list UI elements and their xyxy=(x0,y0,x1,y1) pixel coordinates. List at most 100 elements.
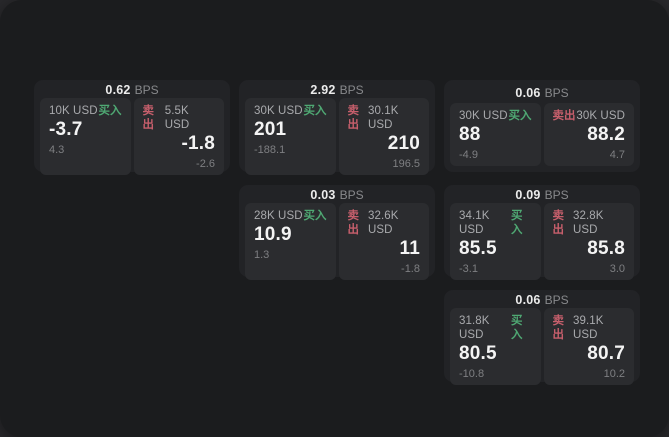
bps-value: 0.62 xyxy=(105,83,131,97)
sell-panel[interactable]: 卖出 32.8K USD 85.8 3.0 xyxy=(543,203,634,280)
buy-delta-value: 4.3 xyxy=(49,144,65,156)
sell-badge: 卖出 xyxy=(347,210,360,236)
buy-price-value: 10.9 xyxy=(254,224,292,245)
spread-card[interactable]: 0.09 BPS 34.1K USD 买入 85.5 -3.1 卖出 32.8K… xyxy=(444,185,640,280)
sell-delta-value: 4.7 xyxy=(609,149,625,161)
sell-badge: 卖出 xyxy=(552,110,576,122)
panels: 10K USD 买入 -3.7 4.3 卖出 5.5K USD -1.8 -2.… xyxy=(34,97,230,181)
buy-badge: 买入 xyxy=(508,110,532,122)
bps-value: 0.06 xyxy=(515,293,541,307)
sell-price-value: 85.8 xyxy=(587,238,625,259)
buy-price-value: -3.7 xyxy=(49,119,83,140)
panels: 31.8K USD 买入 80.5 -10.8 卖出 39.1K USD 80.… xyxy=(444,307,640,391)
bps-suffix-label: BPS xyxy=(339,83,364,97)
buy-badge: 买入 xyxy=(303,105,327,117)
card-header: 0.03 BPS xyxy=(239,185,435,202)
sell-delta-value: 196.5 xyxy=(392,158,420,170)
sell-panel-top: 卖出 39.1K USD xyxy=(553,314,626,342)
sell-amount-label: 32.8K USD xyxy=(572,210,604,236)
bps-value: 0.03 xyxy=(310,188,336,202)
buy-panel[interactable]: 31.8K USD 买入 80.5 -10.8 xyxy=(450,308,541,385)
sell-badge: 卖出 xyxy=(552,210,565,236)
bps-suffix-label: BPS xyxy=(544,188,569,202)
buy-panel[interactable]: 30K USD 买入 201 -188.1 xyxy=(245,98,336,175)
buy-panel-top: 28K USD 买入 xyxy=(254,209,327,223)
buy-panel-top: 34.1K USD 买入 xyxy=(459,209,532,237)
bps-suffix-label: BPS xyxy=(544,85,569,100)
buy-amount-label: 10K USD xyxy=(49,105,98,117)
buy-delta-value: 1.3 xyxy=(254,249,270,261)
bps-value: 0.06 xyxy=(515,85,541,100)
sell-panel-top: 卖出 32.8K USD xyxy=(553,209,626,237)
buy-amount-label: 30K USD xyxy=(459,110,508,122)
panels: 28K USD 买入 10.9 1.3 卖出 32.6K USD 11 -1.8 xyxy=(239,202,435,286)
spread-card[interactable]: 0.06 BPS 31.8K USD 买入 80.5 -10.8 卖出 39.1… xyxy=(444,290,640,385)
card-header: 2.92 BPS xyxy=(239,80,435,97)
buy-panel[interactable]: 30K USD 买入 88 -4.9 xyxy=(450,103,541,166)
buy-panel-top: 31.8K USD 买入 xyxy=(459,314,532,342)
buy-price-value: 88 xyxy=(459,124,481,145)
cards-grid: 0.62 BPS 10K USD 买入 -3.7 4.3 卖出 5.5K USD… xyxy=(34,80,640,385)
buy-panel[interactable]: 28K USD 买入 10.9 1.3 xyxy=(245,203,336,280)
buy-amount-label: 28K USD xyxy=(254,210,303,222)
sell-panel[interactable]: 卖出 30.1K USD 210 196.5 xyxy=(338,98,429,175)
panels: 30K USD 买入 88 -4.9 卖出 30K USD 88.2 4.7 xyxy=(444,102,640,172)
sell-panel-top: 卖出 30K USD xyxy=(553,109,626,123)
sell-panel[interactable]: 卖出 32.6K USD 11 -1.8 xyxy=(338,203,429,280)
sell-delta-value: -1.8 xyxy=(401,263,420,275)
buy-badge: 买入 xyxy=(511,210,523,236)
sell-amount-label: 30K USD xyxy=(576,110,625,122)
buy-badge: 买入 xyxy=(303,210,327,222)
sell-price-value: 210 xyxy=(387,133,420,154)
sell-price-value: 88.2 xyxy=(587,124,625,145)
buy-price-value: 80.5 xyxy=(459,343,497,364)
spread-card[interactable]: 0.06 BPS 30K USD 买入 88 -4.9 卖出 30K USD 8… xyxy=(444,80,640,172)
card-header: 0.09 BPS xyxy=(444,185,640,202)
spread-card[interactable]: 0.03 BPS 28K USD 买入 10.9 1.3 卖出 32.6K US… xyxy=(239,185,435,280)
sell-panel[interactable]: 卖出 39.1K USD 80.7 10.2 xyxy=(543,308,634,385)
card-header: 0.62 BPS xyxy=(34,80,230,97)
buy-panel[interactable]: 10K USD 买入 -3.7 4.3 xyxy=(40,98,131,175)
buy-delta-value: -4.9 xyxy=(459,149,478,161)
sell-badge: 卖出 xyxy=(347,105,360,131)
buy-badge: 买入 xyxy=(511,315,523,341)
buy-price-value: 201 xyxy=(254,119,287,140)
sell-amount-label: 39.1K USD xyxy=(572,315,604,341)
sell-delta-value: 3.0 xyxy=(609,263,625,275)
sell-price-value: 11 xyxy=(399,238,420,259)
buy-delta-value: -3.1 xyxy=(459,263,478,275)
sell-price-value: 80.7 xyxy=(587,343,625,364)
buy-delta-value: -10.8 xyxy=(459,368,485,380)
sell-amount-label: 5.5K USD xyxy=(164,105,190,131)
spread-card[interactable]: 2.92 BPS 30K USD 买入 201 -188.1 卖出 30.1K … xyxy=(239,80,435,175)
panels: 30K USD 买入 201 -188.1 卖出 30.1K USD 210 1… xyxy=(239,97,435,181)
buy-panel-top: 30K USD 买入 xyxy=(459,109,532,123)
bps-value: 2.92 xyxy=(310,83,336,97)
sell-badge: 卖出 xyxy=(552,315,565,341)
card-column: 0.62 BPS 10K USD 买入 -3.7 4.3 卖出 5.5K USD… xyxy=(34,80,230,382)
sell-delta-value: -2.6 xyxy=(196,158,215,170)
buy-amount-label: 31.8K USD xyxy=(459,315,490,341)
card-header: 0.06 BPS xyxy=(444,80,640,102)
buy-panel-top: 10K USD 买入 xyxy=(49,104,122,118)
buy-panel[interactable]: 34.1K USD 买入 85.5 -3.1 xyxy=(450,203,541,280)
bps-value: 0.09 xyxy=(515,188,541,202)
bps-suffix-label: BPS xyxy=(134,83,159,97)
bps-suffix-label: BPS xyxy=(339,188,364,202)
spread-card[interactable]: 0.62 BPS 10K USD 买入 -3.7 4.3 卖出 5.5K USD… xyxy=(34,80,230,175)
sell-amount-label: 32.6K USD xyxy=(367,210,399,236)
buy-delta-value: -188.1 xyxy=(254,144,286,156)
buy-panel-top: 30K USD 买入 xyxy=(254,104,327,118)
card-column: 2.92 BPS 30K USD 买入 201 -188.1 卖出 30.1K … xyxy=(239,80,435,382)
sell-delta-value: 10.2 xyxy=(603,368,625,380)
sell-panel-top: 卖出 30.1K USD xyxy=(348,104,421,132)
sell-badge: 卖出 xyxy=(142,105,155,131)
sell-price-value: -1.8 xyxy=(181,133,215,154)
card-column: 0.06 BPS 30K USD 买入 88 -4.9 卖出 30K USD 8… xyxy=(444,80,640,385)
sell-panel[interactable]: 卖出 5.5K USD -1.8 -2.6 xyxy=(133,98,224,175)
sell-panel-top: 卖出 5.5K USD xyxy=(143,104,216,132)
buy-price-value: 85.5 xyxy=(459,238,497,259)
buy-badge: 买入 xyxy=(98,105,122,117)
sell-panel[interactable]: 卖出 30K USD 88.2 4.7 xyxy=(543,103,634,166)
